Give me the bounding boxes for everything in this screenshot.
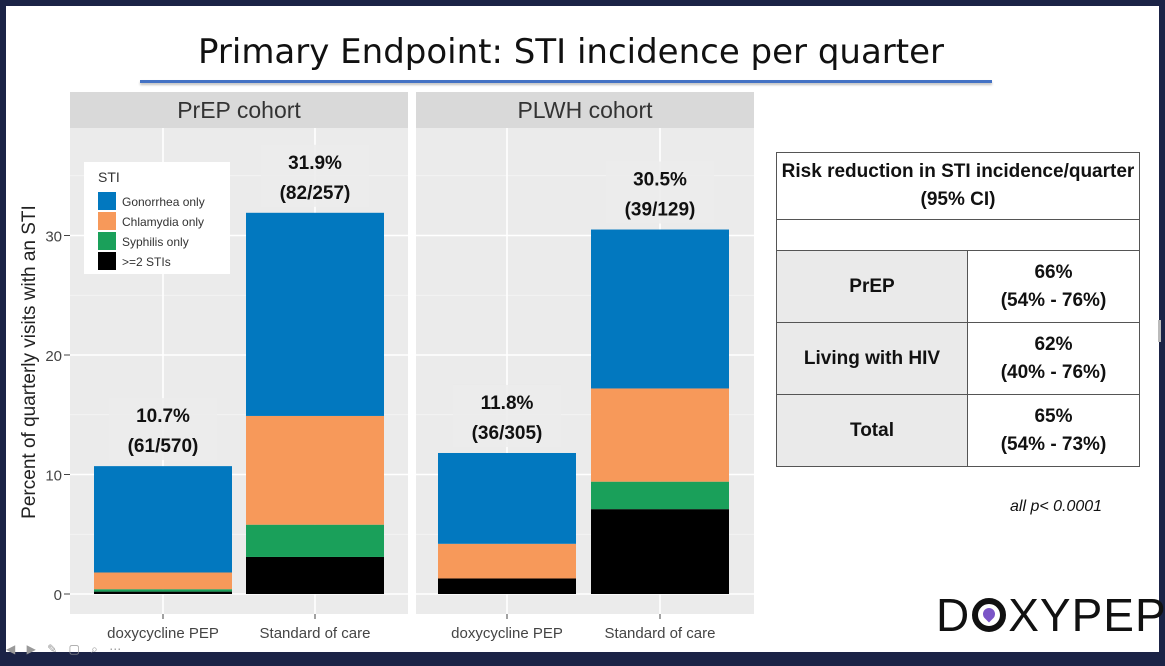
row-value-hiv: 62% (40% - 76%) [967,322,1140,395]
legend-title: STI [98,169,120,185]
bar-count-label: (82/257) [280,183,351,204]
risk-reduction-table: Risk reduction in STI incidence/quarter … [776,152,1140,467]
reduction-value: 66% [1034,261,1073,283]
x-tick-label: doxycycline PEP [451,625,563,642]
facet-title: PrEP cohort [177,97,301,123]
legend-swatch [98,232,116,250]
doxypep-logo: D XYPEP [936,588,1165,642]
y-tick-label: 0 [54,587,62,604]
bar-label-box [261,144,369,207]
facet-strip [416,92,754,128]
bar-label-box [606,161,714,224]
legend-swatch [98,192,116,210]
bar-label-box [453,384,561,447]
bar-label-box [109,398,217,461]
row-value-prep: 66% (54% - 76%) [967,250,1140,323]
y-tick-label: 10 [45,468,62,485]
y-tick-label: 30 [45,229,62,246]
bar-total-label: 11.8% [481,393,534,414]
bar-segment [591,509,729,594]
y-axis-label: Percent of quarterly visits with an STI [19,205,40,519]
bar-segment [94,572,232,590]
bar-total-label: 10.7% [136,406,190,427]
legend-label: Gonorrhea only [122,195,205,209]
row-label-prep: PrEP [776,250,968,323]
bar-segment [591,388,729,482]
x-tick-label: doxycycline PEP [107,625,219,642]
legend-swatch [98,252,116,270]
presentation-toolbar[interactable]: ◀ ▶ ✎ ▢ ⌕ ⋯ [6,642,126,656]
bar-segment [94,466,232,573]
bar-count-label: (61/570) [128,436,199,457]
x-tick-label: Standard of care [260,625,371,642]
stacked-bar-chart: Percent of quarterly visits with an STI 0… [19,92,754,642]
bar-segment [246,556,384,594]
slide: Primary Endpoint: STI incidence per quar… [6,6,1165,656]
legend-swatch [98,212,116,230]
legend-label: >=2 STIs [122,255,171,269]
row-label-total: Total [776,394,968,467]
table-spacer-row [776,219,1140,251]
table-header: Risk reduction in STI incidence/quarter … [776,152,1140,220]
bar-count-label: (36/305) [472,423,543,444]
bar-segment [438,543,576,579]
bar-segment [438,578,576,594]
slide-title: Primary Endpoint: STI incidence per quar… [197,32,945,72]
p-value-note: all p< 0.0001 [1010,498,1103,515]
title-underline [140,80,992,83]
logo-text-end: XYPEP [1008,589,1165,641]
bar-segment [246,524,384,557]
bar-total-label: 30.5% [633,170,687,191]
bar-segment [591,481,729,510]
reduction-ci: (54% - 73%) [1000,433,1107,455]
legend-label: Chlamydia only [122,215,204,229]
reduction-ci: (40% - 76%) [1000,361,1107,383]
location-pin-icon [972,598,1007,632]
y-tick-label: 20 [45,348,62,365]
bar-segment [438,452,576,544]
x-tick-label: Standard of care [605,625,716,642]
logo-text-start: D [936,589,971,641]
bar-segment [94,591,232,594]
row-value-total: 65% (54% - 73%) [967,394,1140,467]
scroll-handle[interactable] [1158,320,1161,342]
reduction-value: 62% [1034,333,1073,355]
bar-segment [94,589,232,592]
table-row: Living with HIV 62% (40% - 76%) [776,322,1140,395]
bar-segment [246,415,384,525]
row-label-hiv: Living with HIV [776,322,968,395]
reduction-value: 65% [1034,405,1073,427]
facet-title: PLWH cohort [517,97,653,123]
reduction-ci: (54% - 76%) [1000,289,1107,311]
bar-total-label: 31.9% [288,153,342,174]
bar-segment [246,212,384,416]
table-row: PrEP 66% (54% - 76%) [776,250,1140,323]
bar-count-label: (39/129) [625,200,696,221]
bar-segment [591,229,729,389]
legend-label: Syphilis only [122,235,189,249]
table-row: Total 65% (54% - 73%) [776,394,1140,467]
facet-strip [70,92,408,128]
